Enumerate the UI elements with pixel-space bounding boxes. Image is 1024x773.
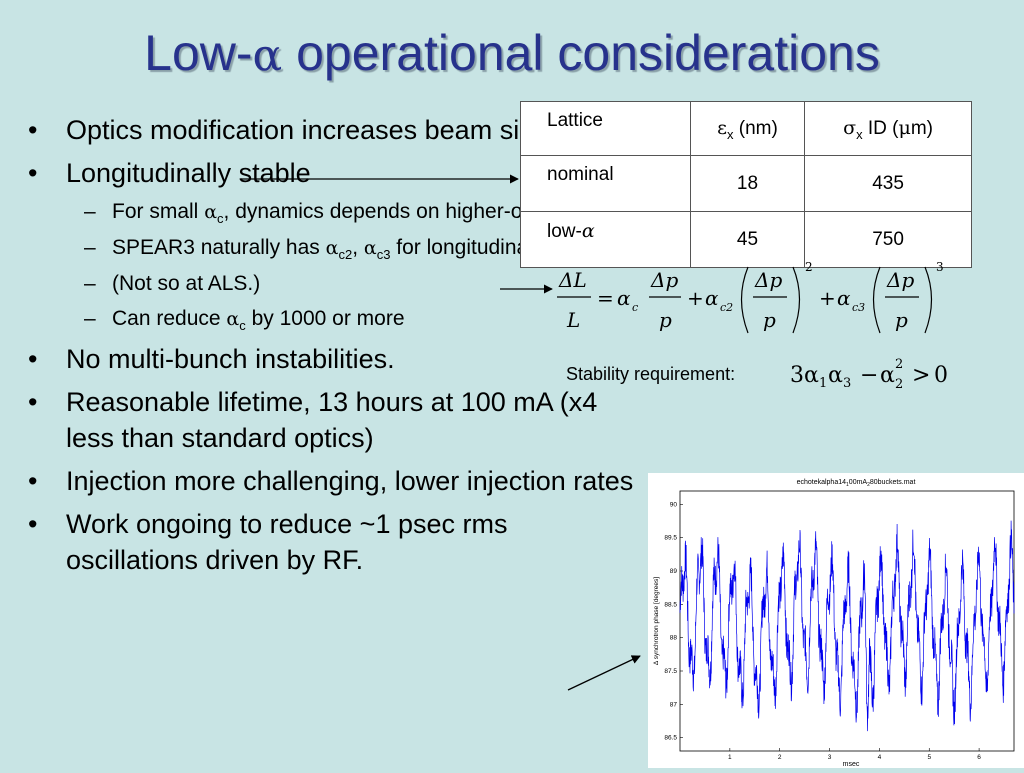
table-cell: nominal: [520, 155, 691, 212]
eq-plus: +: [819, 286, 836, 310]
chart-ylabel: Δ synchrotron phase [degrees]: [653, 577, 660, 665]
y-tick-label: 88: [670, 635, 678, 642]
table-row: nominal 18 435: [520, 155, 972, 212]
eq-exponent: 2: [805, 260, 813, 274]
stab-sub: 3: [843, 376, 851, 391]
table-header-cell: σx ID (μm): [804, 101, 972, 156]
stab-alpha: α: [880, 363, 895, 388]
x-tick-label: 5: [927, 754, 931, 761]
bullet-item: • Injection more challenging, lower injec…: [28, 466, 634, 496]
eq-dp: Δp: [650, 268, 678, 292]
x-tick-label: 6: [977, 754, 981, 761]
phase-series-line: [679, 520, 1015, 732]
eq-sub: c3: [852, 301, 865, 314]
bullet-item: • Optics modification increases beam size: [28, 115, 548, 145]
stab-sub: 1: [819, 376, 827, 391]
bullet-item: • Reasonable lifetime, 13 hours at 100 mA…: [28, 387, 598, 453]
x-tick-label: 4: [878, 754, 882, 761]
momentum-compaction-equation: ΔL L = α c Δp p + α c2 Δp p 2 + α c3 Δp …: [557, 260, 944, 334]
eq-alpha: α: [837, 286, 851, 310]
eq-p: p: [895, 308, 908, 332]
bullet-item: • Work ongoing to reduce ~1 psec rms osci…: [28, 509, 508, 575]
table-header-row: Lattice εx (nm) σx ID (μm): [520, 101, 972, 156]
eq-alpha: α: [705, 286, 719, 310]
eq-sub: c: [632, 301, 638, 314]
slide-title: Low-α operational considerations: [144, 25, 880, 81]
table-cell: 45: [689, 211, 806, 268]
eq-exponent: 3: [936, 260, 944, 274]
phase-oscillation-plot: echotekalpha14100mA280buckets.mat Δ sync…: [648, 473, 1024, 768]
y-tick-label: 87: [670, 701, 678, 708]
bullet-list: • Optics modification increases beam size…: [28, 112, 638, 585]
chart-title: echotekalpha14100mA280buckets.mat: [797, 479, 916, 488]
stability-label: Stability requirement:: [566, 364, 736, 384]
stab-coef: 3: [790, 363, 804, 388]
chart-xlabel: msec: [843, 761, 860, 768]
eq-dp: Δp: [754, 268, 782, 292]
eq-L: L: [566, 308, 580, 332]
eq-equals: =: [597, 286, 614, 310]
y-tick-label: 89.5: [664, 535, 677, 542]
lattice-table: Lattice εx (nm) σx ID (μm) nominal 18 43…: [520, 101, 972, 268]
table-row: low-α 45 750: [520, 211, 972, 268]
bullet-item: • No multi-bunch instabilities.: [28, 344, 395, 374]
stab-zero: 0: [934, 363, 948, 388]
sub-bullet-item: – For small αc, dynamics depends on highe…: [84, 200, 619, 227]
table-cell: 435: [804, 155, 972, 212]
stab-minus: −: [860, 363, 878, 388]
sub-bullet-item: – (Not so at ALS.): [84, 272, 261, 295]
eq-dp: Δp: [886, 268, 914, 292]
chart-svg: echotekalpha14100mA280buckets.mat Δ sync…: [653, 479, 1015, 768]
arrow-to-plot: [567, 655, 641, 691]
stability-equation: 3 α 1 α 3 − α 2 2 > 0: [790, 357, 948, 392]
y-tick-label: 86.5: [664, 735, 677, 742]
y-tick-label: 87.5: [664, 668, 677, 675]
sub-bullet-item: – Can reduce αc by 1000 or more: [84, 307, 405, 334]
stab-gt: >: [912, 363, 930, 388]
eq-p: p: [763, 308, 776, 332]
y-tick-label: 89: [670, 568, 678, 575]
stab-alpha: α: [828, 363, 843, 388]
table-header-cell: Lattice: [520, 101, 691, 156]
y-tick-label: 90: [670, 501, 678, 508]
eq-alpha: α: [617, 286, 631, 310]
table-cell: 18: [689, 155, 806, 212]
stab-alpha: α: [804, 363, 819, 388]
eq-sub: c2: [720, 301, 733, 314]
eq-p: p: [659, 308, 672, 332]
sub-bullet-list: – For small αc, dynamics depends on highe…: [28, 198, 638, 333]
x-tick-label: 2: [778, 754, 782, 761]
table-cell: low-α: [520, 211, 691, 268]
y-tick-label: 88.5: [664, 601, 677, 608]
table-cell: 750: [804, 211, 972, 268]
bullet-item: • Longitudinally stable: [28, 158, 311, 188]
table-header-cell: εx (nm): [689, 101, 806, 156]
eq-plus: +: [687, 286, 704, 310]
plot-frame: [679, 490, 1015, 752]
eq-dL: ΔL: [558, 268, 587, 292]
stab-sub: 2: [895, 377, 903, 392]
x-tick-label: 3: [828, 754, 832, 761]
x-tick-label: 1: [728, 754, 732, 761]
stab-exponent: 2: [895, 357, 903, 372]
